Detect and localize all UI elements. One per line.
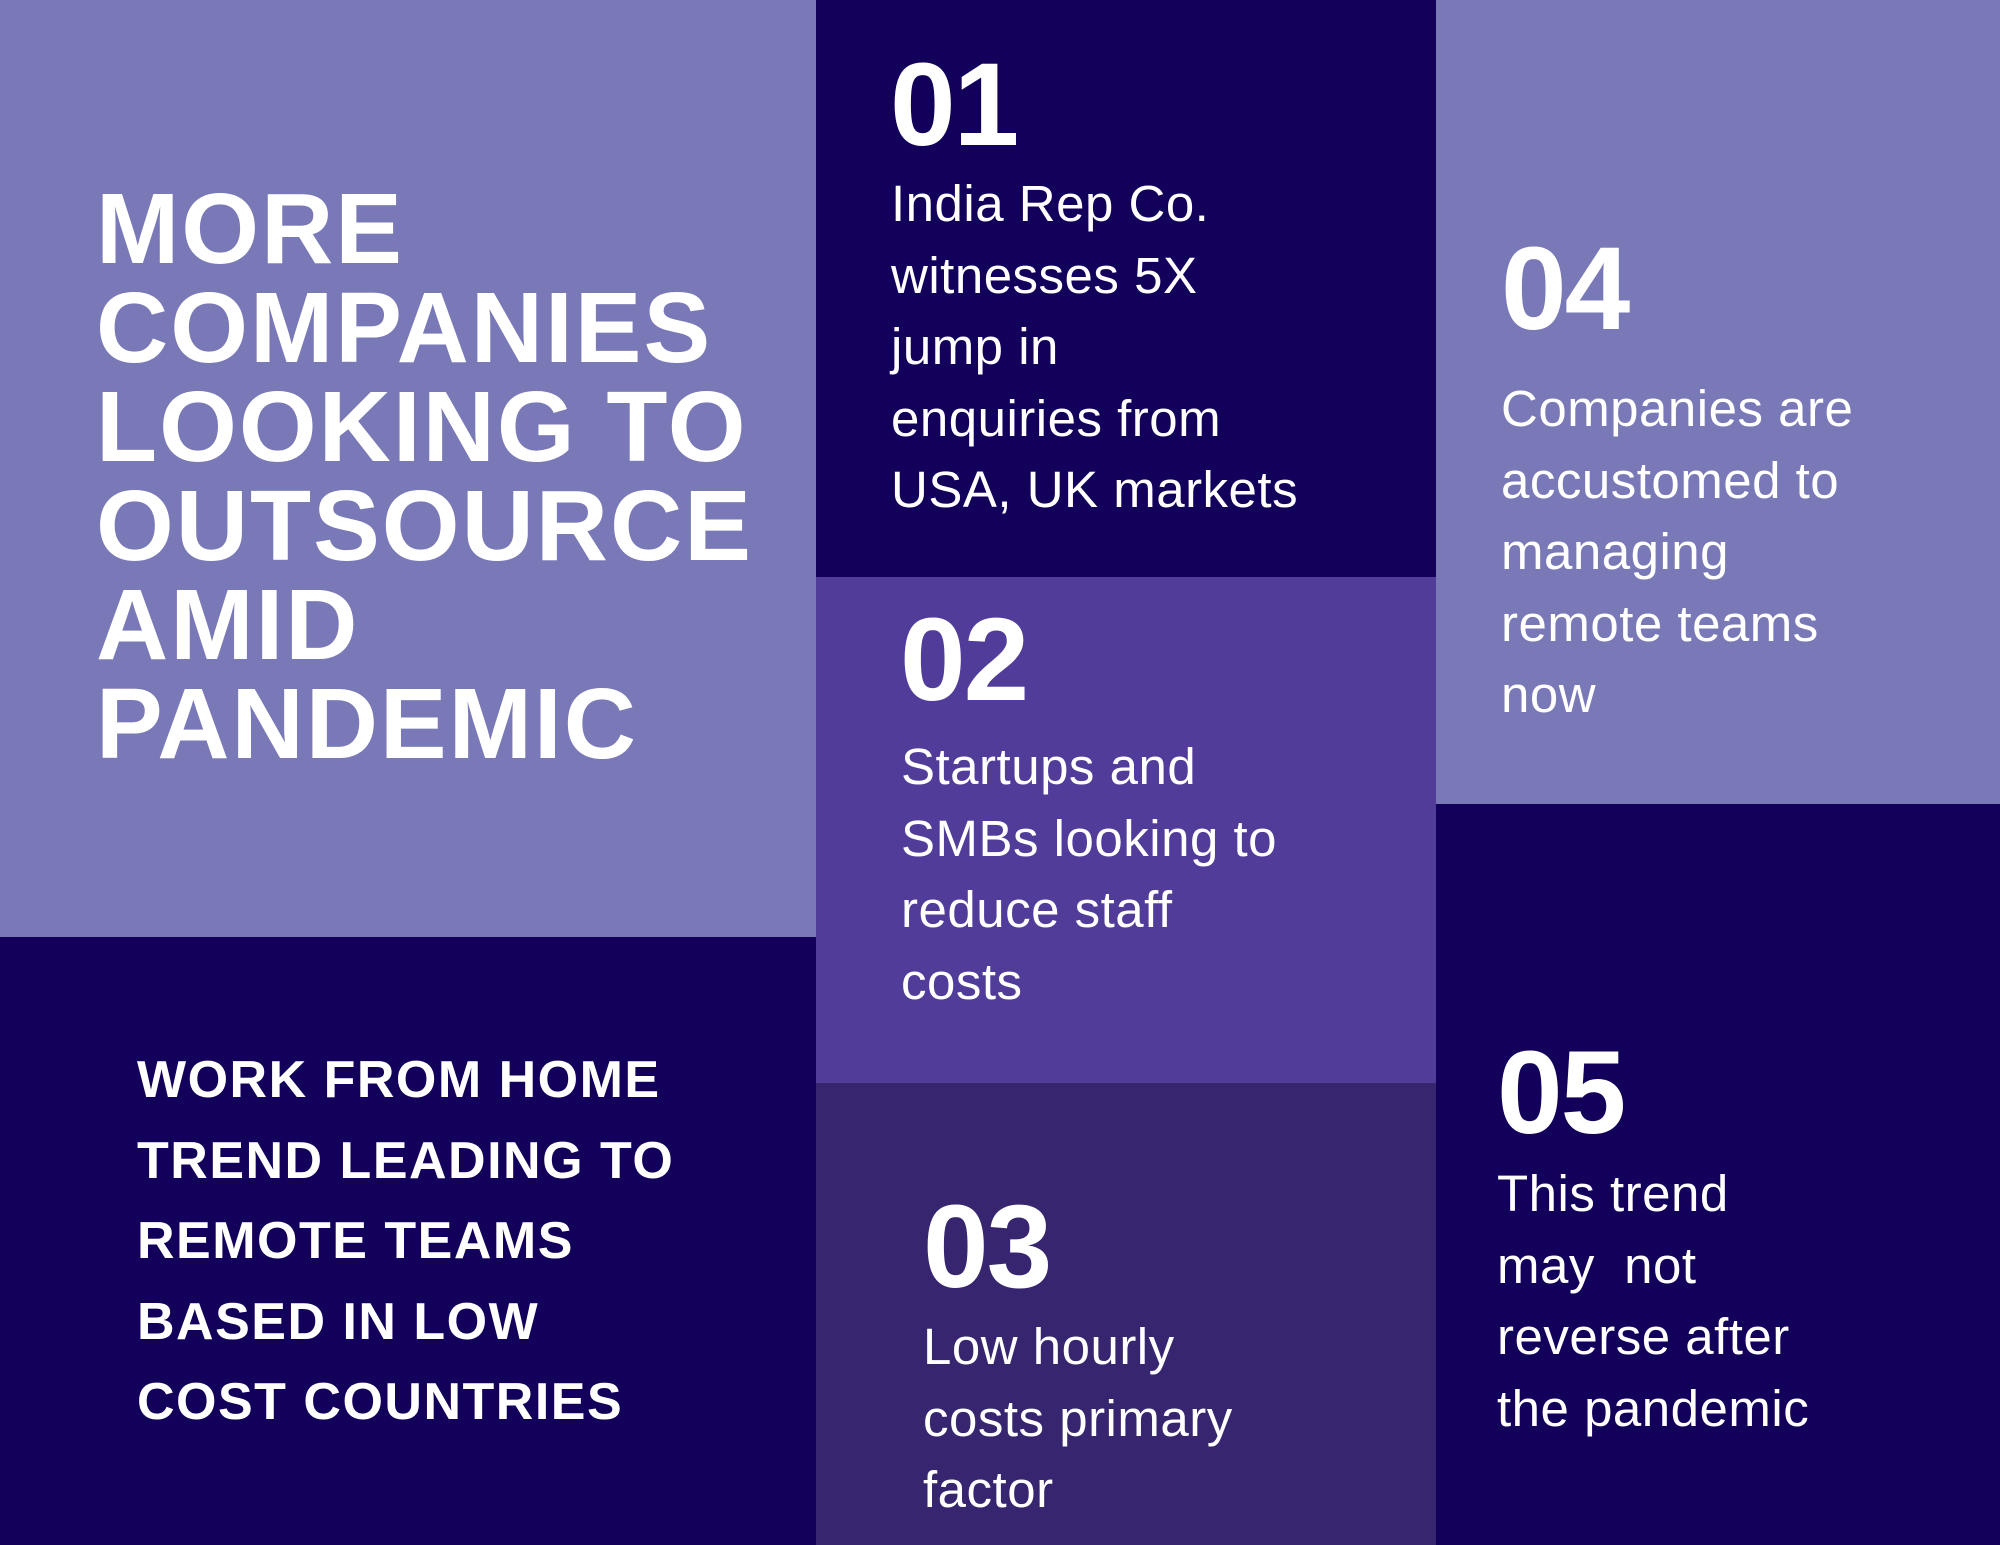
point-text-line: enquiries from xyxy=(891,389,1222,447)
point-text-line: factor xyxy=(923,1461,1054,1518)
point-04-panel xyxy=(1436,0,2000,804)
point-text-line: now xyxy=(1501,666,1597,723)
point-text-line: reduce staff xyxy=(901,881,1173,938)
point-03-number: 03 xyxy=(923,1181,1052,1313)
headline-line: PANDEMIC xyxy=(96,668,638,780)
point-text-line: accustomed to xyxy=(1501,451,1840,509)
point-text-line: costs xyxy=(901,952,1023,1010)
subheadline-line: BASED IN LOW xyxy=(137,1292,540,1351)
point-text-line: SMBs looking to xyxy=(901,809,1278,867)
subheadline-line: REMOTE TEAMS xyxy=(137,1212,574,1270)
subheadline-line: COST COUNTRIES xyxy=(137,1373,624,1431)
subheadline-line: TREND LEADING TO xyxy=(137,1131,675,1190)
headline-line: MORE xyxy=(96,173,404,285)
subheadline-panel xyxy=(0,937,816,1545)
headline-line: COMPANIES xyxy=(96,272,713,384)
point-03-text: Low hourly costs primary factor xyxy=(923,1311,1233,1526)
point-02-number: 02 xyxy=(900,594,1029,726)
point-05-text: This trend may not reverse after the pan… xyxy=(1497,1158,1809,1444)
point-text-line: This trend xyxy=(1497,1165,1729,1222)
point-05-number: 05 xyxy=(1497,1027,1626,1159)
point-text-line: India Rep Co. xyxy=(891,175,1210,232)
subheadline-line: WORK FROM HOME xyxy=(137,1051,661,1109)
point-text-line: Startups and xyxy=(901,738,1197,795)
headline: MORE COMPANIES LOOKING TO OUTSOURCE AMID… xyxy=(96,173,753,780)
point-text-line: costs primary xyxy=(923,1389,1233,1447)
headline-line: LOOKING TO xyxy=(96,371,748,483)
point-text-line: USA, UK markets xyxy=(891,461,1299,518)
point-text-line: managing xyxy=(1501,523,1729,580)
point-02-panel xyxy=(816,577,1436,1083)
headline-line: AMID xyxy=(96,569,360,681)
point-04-text: Companies are accustomed to managing rem… xyxy=(1501,373,1853,731)
point-text-line: witnesses 5X xyxy=(891,246,1198,304)
point-text-line: Low hourly xyxy=(923,1318,1175,1375)
subheadline: WORK FROM HOME TREND LEADING TO REMOTE T… xyxy=(137,1040,674,1443)
point-01-panel xyxy=(816,0,1436,577)
headline-panel xyxy=(0,0,816,937)
point-01-number: 01 xyxy=(890,39,1019,171)
point-03-panel xyxy=(816,1083,1436,1545)
point-text-line: the pandemic xyxy=(1497,1379,1810,1437)
point-01-text: India Rep Co. witnesses 5X jump in enqui… xyxy=(891,168,1298,526)
point-text-line: jump in xyxy=(891,318,1059,375)
point-text-line: remote teams xyxy=(1501,594,1819,652)
point-04-number: 04 xyxy=(1501,223,1630,355)
point-text-line: reverse after xyxy=(1497,1308,1790,1365)
point-05-panel xyxy=(1436,804,2000,1545)
point-text-line: may not xyxy=(1497,1236,1697,1294)
headline-line: OUTSOURCE xyxy=(96,470,753,582)
point-text-line: Companies are xyxy=(1501,380,1854,437)
point-02-text: Startups and SMBs looking to reduce staf… xyxy=(901,731,1277,1017)
